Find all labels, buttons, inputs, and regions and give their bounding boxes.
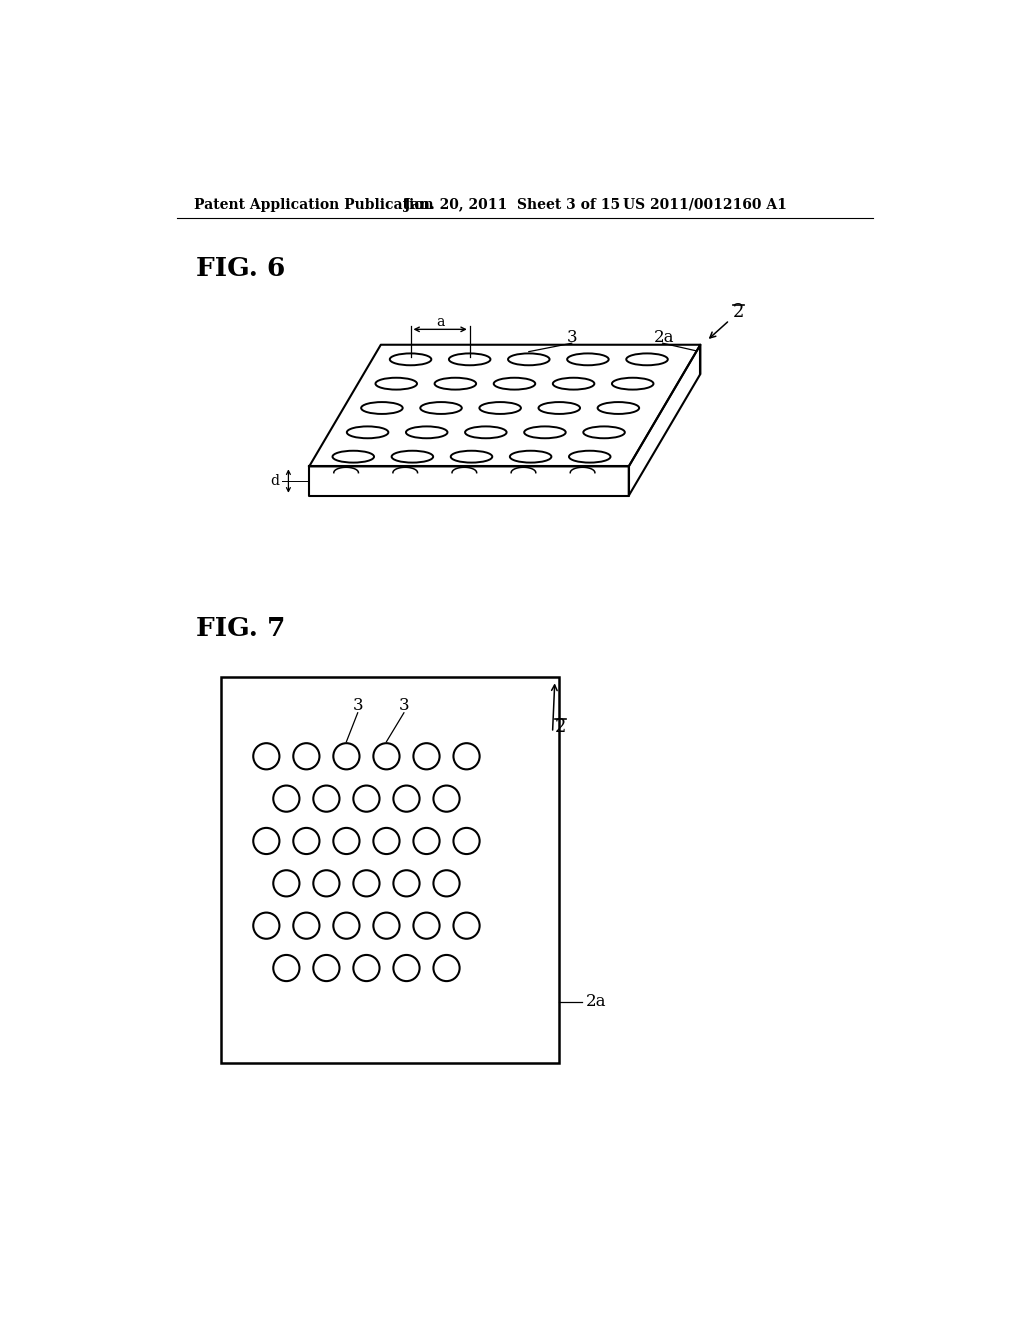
Text: Patent Application Publication: Patent Application Publication xyxy=(194,198,433,211)
Text: 2: 2 xyxy=(555,718,566,735)
Text: 2: 2 xyxy=(733,304,744,321)
Text: US 2011/0012160 A1: US 2011/0012160 A1 xyxy=(624,198,787,211)
Text: 2a: 2a xyxy=(586,993,606,1010)
Bar xyxy=(221,677,559,1063)
Text: Jan. 20, 2011  Sheet 3 of 15: Jan. 20, 2011 Sheet 3 of 15 xyxy=(403,198,621,211)
Text: d: d xyxy=(270,474,280,488)
Text: 2a: 2a xyxy=(654,329,675,346)
Text: 3: 3 xyxy=(398,697,410,714)
Text: 3: 3 xyxy=(352,697,364,714)
Text: FIG. 7: FIG. 7 xyxy=(196,615,286,640)
Text: 3: 3 xyxy=(566,329,578,346)
Text: FIG. 6: FIG. 6 xyxy=(196,256,286,281)
Text: a: a xyxy=(436,314,444,329)
